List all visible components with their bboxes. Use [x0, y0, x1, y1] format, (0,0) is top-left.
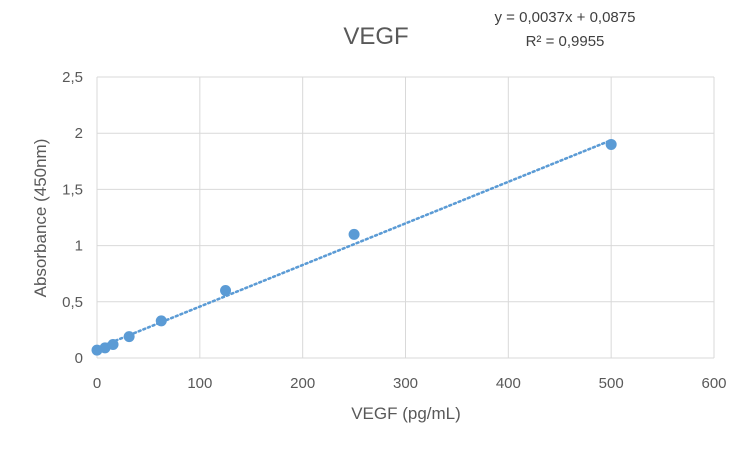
data-point [155, 315, 167, 327]
y-tick-label: 2,5 [62, 69, 83, 86]
y-tick-label: 0,5 [62, 294, 83, 311]
y-tick-label: 1,5 [62, 181, 83, 198]
tick-labels: 0 0,5 1 1,5 2 2,5 0 100 200 300 400 500 600 [62, 69, 726, 392]
x-tick-label: 0 [93, 375, 101, 392]
data-point [348, 228, 360, 240]
x-tick-label: 100 [187, 375, 212, 392]
data-point [107, 339, 119, 351]
x-tick-label: 400 [496, 375, 521, 392]
y-tick-label: 1 [75, 238, 83, 255]
trendline-layer [95, 138, 613, 350]
x-tick-label: 300 [393, 375, 418, 392]
data-point [123, 331, 135, 343]
x-tick-label: 500 [599, 375, 624, 392]
trendline-equation: y = 0,0037x + 0,0875 [495, 9, 636, 26]
x-tick-label: 200 [290, 375, 315, 392]
x-axis-title: VEGF (pg/mL) [351, 404, 461, 423]
y-axis-title: Absorbance (450nm) [31, 139, 50, 298]
y-tick-label: 2 [75, 125, 83, 142]
chart-title: VEGF [343, 23, 408, 50]
trendline-r-squared: R² = 0,9955 [526, 33, 605, 50]
data-points [91, 138, 617, 356]
x-tick-label: 600 [701, 375, 726, 392]
data-point [605, 138, 617, 150]
y-tick-label: 0 [75, 350, 83, 367]
trendline [95, 138, 613, 350]
gridlines [96, 76, 715, 359]
data-point [220, 285, 232, 297]
